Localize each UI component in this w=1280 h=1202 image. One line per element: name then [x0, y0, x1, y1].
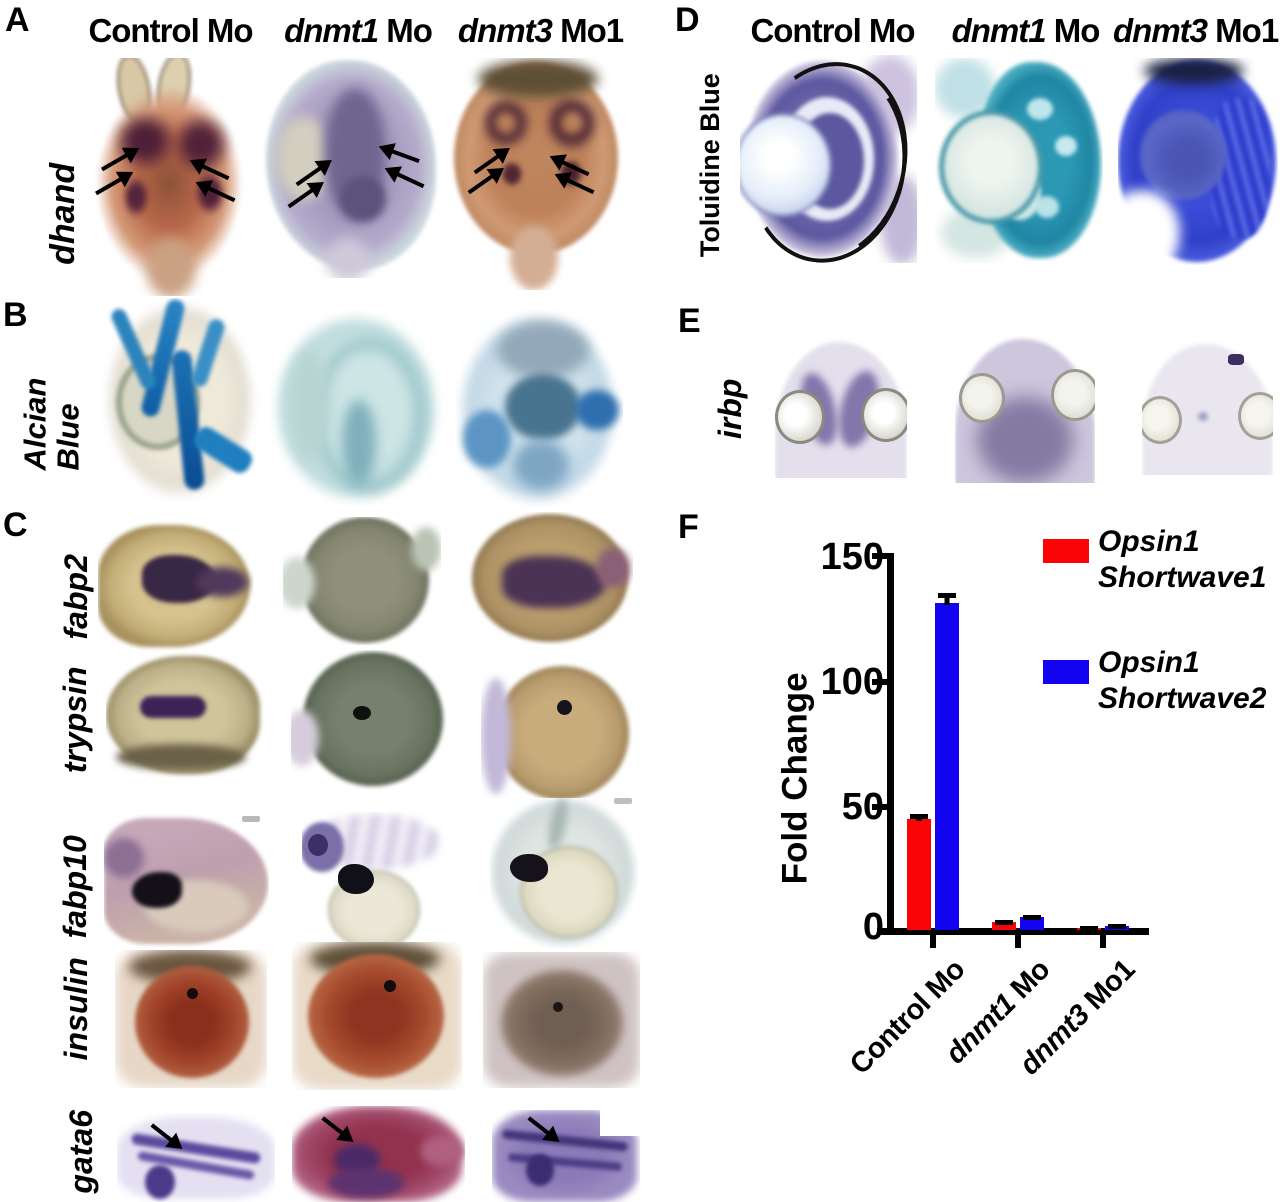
micrograph-trypsin-dnmt3-mo1: [481, 662, 638, 804]
legend-swatch-opsin1-shortwave2: [1043, 660, 1089, 684]
micrograph-alcian-blue-dnmt3-mo1: [455, 310, 623, 508]
panel-f-letter: F: [678, 508, 699, 546]
micrograph-fabp2-dnmt1-mo: [283, 517, 441, 645]
watermark-artifact: [242, 816, 260, 822]
micrograph-fabp10-control-mo: [104, 814, 269, 952]
micrograph-fabp2-control-mo: [98, 515, 254, 658]
panel-a-letter: A: [5, 1, 30, 39]
micrograph-fabp10-dnmt1-mo: [302, 812, 448, 952]
row-label-alcian-blue: Alcian Blue: [17, 377, 85, 471]
panel-e-letter: E: [678, 302, 701, 340]
error-bar: [995, 920, 1013, 926]
error-bar: [1080, 926, 1098, 931]
column-header-dnmt1-mo: dnmt1 Mo: [284, 12, 433, 49]
row-label-dhand: dhand: [44, 162, 83, 265]
x-axis-tick: [1015, 935, 1021, 948]
micrograph-fabp2-dnmt3-mo1: [468, 512, 633, 645]
y-axis-tick: [872, 553, 887, 559]
row-label-irbp: irbp: [712, 378, 749, 440]
micrograph-dhand-dnmt1-mo: [262, 58, 440, 278]
legend-label: Shortwave1: [1098, 561, 1267, 594]
micrograph-irbp-dnmt3-mo1: [1142, 340, 1273, 475]
micrograph-insulin-dnmt3-mo1: [483, 952, 640, 1088]
y-axis-line: [887, 553, 894, 935]
column-header-control-mo: Control Mo: [88, 12, 253, 49]
column-header-dnmt3-mo1-d: dnmt3 Mo1: [1113, 12, 1279, 49]
error-bar: [938, 592, 956, 606]
row-label-trypsin: trypsin: [57, 666, 94, 774]
bar-opsin1-shortwave2-control-mo: [935, 603, 959, 930]
panel-c-letter: C: [3, 506, 28, 544]
row-label-toluidine-blue: Toluidine Blue: [694, 73, 725, 258]
error-bar: [910, 813, 928, 822]
micrograph-irbp-dnmt1-mo: [955, 335, 1095, 483]
micrograph-fabp10-dnmt3-mo1: [490, 798, 638, 948]
error-bar: [1108, 924, 1126, 930]
micrograph-dhand-control-mo: [88, 58, 253, 296]
micrograph-irbp-control-mo: [775, 338, 907, 478]
x-tick-label-dnmt1-mo: dnmt1 Mo: [939, 953, 1057, 1071]
legend-swatch-opsin1-shortwave1: [1043, 539, 1089, 563]
row-label-fabp2: fabp2: [58, 554, 95, 640]
x-axis-tick: [930, 935, 936, 948]
error-bar: [1023, 915, 1041, 921]
panel-d-letter: D: [675, 1, 700, 39]
plot-area: [893, 553, 1149, 931]
x-axis-tick: [1100, 935, 1106, 948]
micrograph-gata6-dnmt3-mo1: [492, 1110, 640, 1202]
row-label-gata6: gata6: [63, 1110, 100, 1194]
micrograph-gata6-dnmt1-mo: [292, 1106, 465, 1202]
bar-opsin1-shortwave1-dnmt1-mo: [992, 922, 1016, 930]
micrograph-toluidine-dnmt3-mo1: [1118, 58, 1278, 265]
bar-opsin1-shortwave2-dnmt1-mo: [1020, 917, 1044, 930]
column-header-dnmt3-mo1: dnmt3 Mo1: [457, 12, 624, 49]
micrograph-toluidine-dnmt1-mo: [935, 58, 1103, 263]
micrograph-dhand-dnmt3-mo1: [448, 58, 626, 290]
column-header-control-mo-d: Control Mo: [750, 12, 915, 49]
panel-b-letter: B: [3, 296, 28, 334]
x-axis-line: [877, 928, 1149, 935]
micrograph-toluidine-control-mo: [740, 55, 917, 263]
legend-label: Opsin1: [1098, 525, 1200, 558]
micrograph-alcian-blue-control-mo: [100, 298, 263, 504]
bar-opsin1-shortwave1-control-mo: [907, 819, 931, 930]
x-tick-label-dnmt3-mo1: dnmt3 Mo1: [1013, 953, 1142, 1082]
micrograph-alcian-blue-dnmt1-mo: [270, 310, 445, 506]
y-axis-tick: [872, 679, 887, 685]
y-axis-tick: [872, 804, 887, 810]
row-label-insulin: insulin: [58, 957, 95, 1061]
micrograph-gata6-control-mo: [117, 1113, 275, 1202]
micrograph-insulin-control-mo: [115, 950, 267, 1088]
legend-label: Opsin1: [1098, 646, 1200, 679]
watermark-artifact: [614, 798, 632, 804]
legend-label: Shortwave2: [1098, 682, 1267, 715]
column-header-dnmt1-mo-d: dnmt1 Mo: [951, 12, 1101, 49]
micrograph-trypsin-control-mo: [106, 652, 264, 780]
micrograph-trypsin-dnmt1-mo: [291, 650, 455, 790]
x-tick-label-control-mo: Control Mo: [843, 953, 972, 1081]
micrograph-insulin-dnmt1-mo: [292, 942, 462, 1090]
y-tick-label-0: 0: [862, 906, 884, 948]
